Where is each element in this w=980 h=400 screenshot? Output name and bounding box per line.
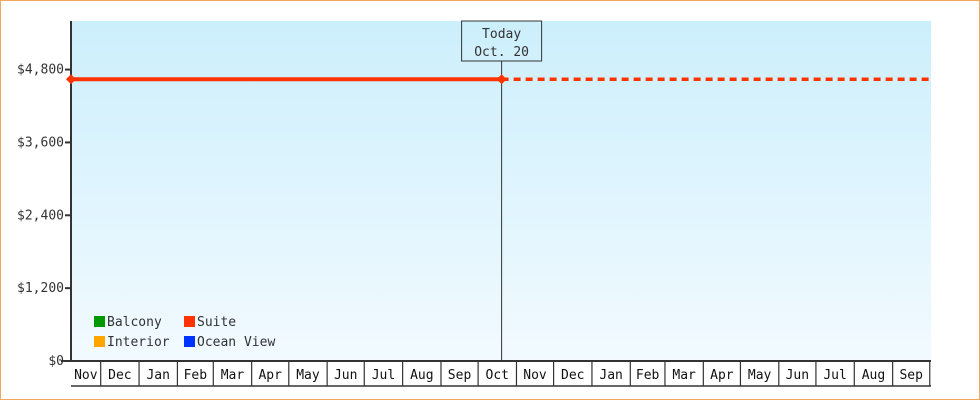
y-tick-label: $0 [48,354,64,369]
legend-swatch-balcony [94,316,105,327]
data-point [66,74,76,85]
legend-label: Interior [107,335,170,350]
x-tick-label: Mar [221,368,245,383]
x-tick-label: Sep [448,368,472,383]
x-tick-label: Apr [710,368,734,383]
x-tick-label: Aug [410,368,433,383]
y-tick-label: $1,200 [17,281,64,296]
y-tick-label: $2,400 [17,208,64,223]
x-tick-label: Dec [561,368,584,383]
data-point [496,74,507,85]
x-tick-label: Mar [672,368,696,383]
today-date: Oct. 20 [474,45,529,60]
x-tick-label: Dec [108,368,131,383]
x-tick-label: Jan [146,368,169,383]
x-tick-label: Feb [636,368,660,383]
x-tick-label: Feb [184,368,208,383]
x-tick-label: Jun [786,368,809,383]
x-tick-label: Nov [74,368,98,383]
plot-area [71,21,931,361]
x-tick-label: Sep [899,368,923,383]
y-tick-label: $4,800 [17,63,64,78]
today-box [461,20,543,62]
y-tick-label: $3,600 [17,135,64,150]
x-tick-label: Jul [823,368,846,383]
x-tick-label: Jan [599,368,622,383]
x-tick-label: Aug [862,368,885,383]
x-tick-label: Jun [334,368,357,383]
x-tick-label: Jul [372,368,395,383]
x-tick-label: Oct [486,368,509,383]
legend-label: Suite [197,315,236,330]
legend-swatch-ocean-view [184,336,195,347]
x-tick-label: Apr [258,368,282,383]
today-label: Today [482,27,521,42]
legend-label: Balcony [107,315,162,330]
legend-swatch-suite [184,316,195,327]
legend-swatch-interior [94,336,105,347]
x-tick-label: Nov [523,368,547,383]
x-tick-label: May [748,368,772,383]
x-tick-label: May [296,368,320,383]
legend-label: Ocean View [197,335,275,350]
